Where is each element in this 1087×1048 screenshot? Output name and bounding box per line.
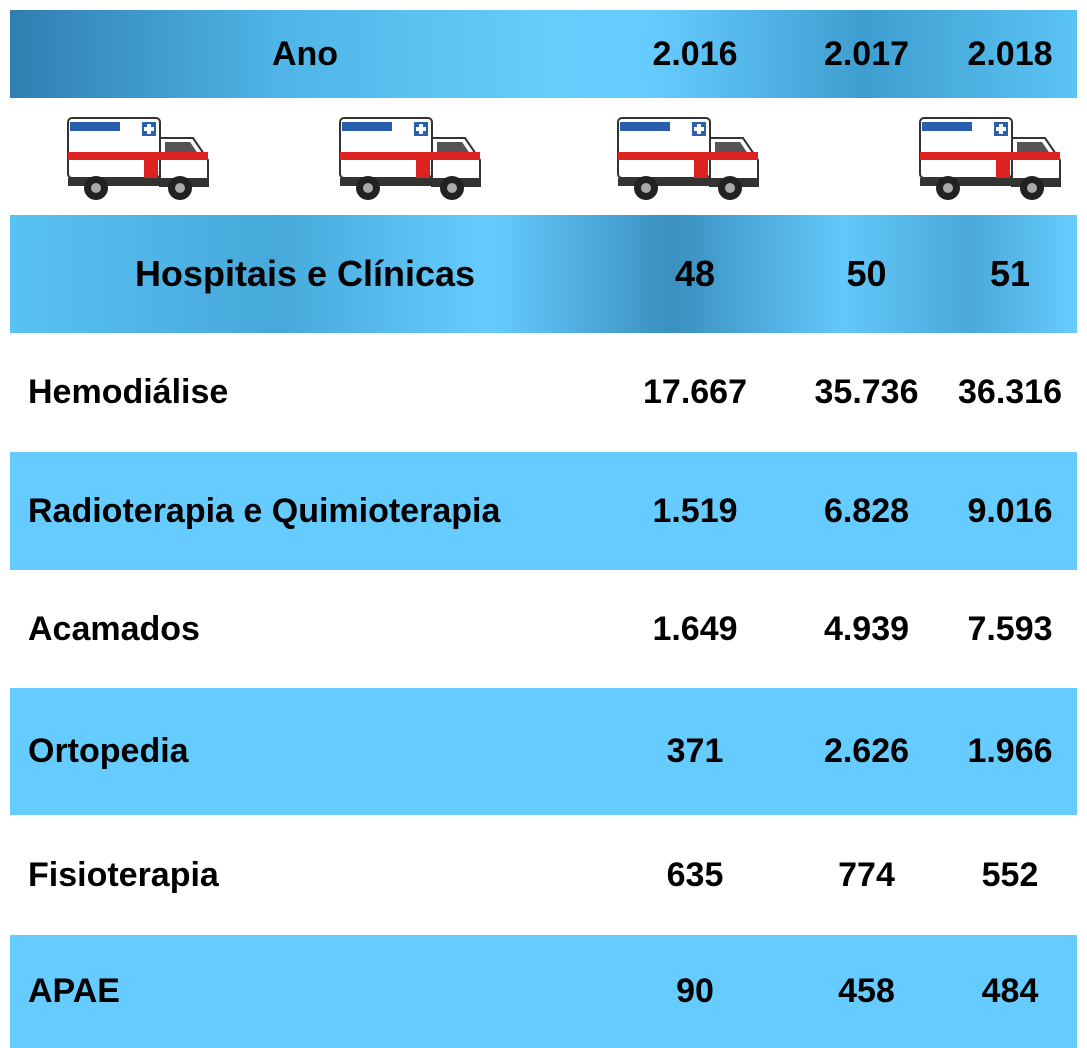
table-row: APAE 90 458 484	[10, 935, 1077, 1048]
cell: 371	[666, 732, 724, 770]
table-row: Hemodiálise 17.667 35.736 36.316	[10, 333, 1077, 452]
table-row: Fisioterapia 635 774 552	[10, 815, 1077, 935]
header-cell: 2.017	[823, 34, 910, 73]
cell: 48	[674, 253, 716, 294]
row-label: Fisioterapia	[28, 855, 219, 894]
row-label: Hemodiálise	[28, 373, 229, 411]
ambulance-row	[67, 117, 1061, 201]
cell: 1.519	[652, 491, 738, 530]
cell: 635	[666, 855, 724, 894]
cell: 17.667	[643, 373, 747, 411]
cell: 35.736	[814, 373, 919, 411]
highlight-row: Hospitais e Clínicas 48 50 51	[10, 215, 1077, 333]
row-label: Radioterapia e Quimioterapia	[28, 491, 501, 530]
table-row: Ortopedia 371 2.626 1.966	[10, 688, 1077, 815]
header-cell: 2.016	[652, 34, 738, 73]
header-cell: 2.018	[967, 34, 1053, 73]
cell: 1.649	[652, 609, 738, 648]
row-label: APAE	[28, 972, 120, 1010]
cell: 458	[838, 972, 895, 1010]
cell: 51	[989, 253, 1031, 294]
row-label: Acamados	[28, 609, 200, 648]
cell: 4.939	[823, 609, 910, 648]
row-label: Ortopedia	[28, 732, 189, 770]
cell: 1.966	[967, 732, 1053, 770]
table-row: Acamados 1.649 4.939 7.593	[10, 570, 1077, 688]
cell: 36.316	[958, 373, 1062, 411]
header-cell: Ano	[271, 34, 339, 73]
cell: 6.828	[823, 491, 910, 530]
row-label: Hospitais e Clínicas	[134, 253, 476, 294]
cell: 484	[981, 972, 1039, 1010]
cell: 90	[676, 972, 714, 1010]
cell: 7.593	[967, 609, 1053, 648]
cell: 774	[838, 855, 895, 894]
cell: 2.626	[823, 732, 910, 770]
table-row: Radioterapia e Quimioterapia 1.519 6.828 9.…	[10, 452, 1077, 570]
header-row: Ano 2.016 2.017 2.018	[10, 10, 1077, 98]
cell: 50	[846, 253, 887, 294]
cell: 552	[981, 855, 1039, 894]
cell: 9.016	[967, 491, 1053, 530]
